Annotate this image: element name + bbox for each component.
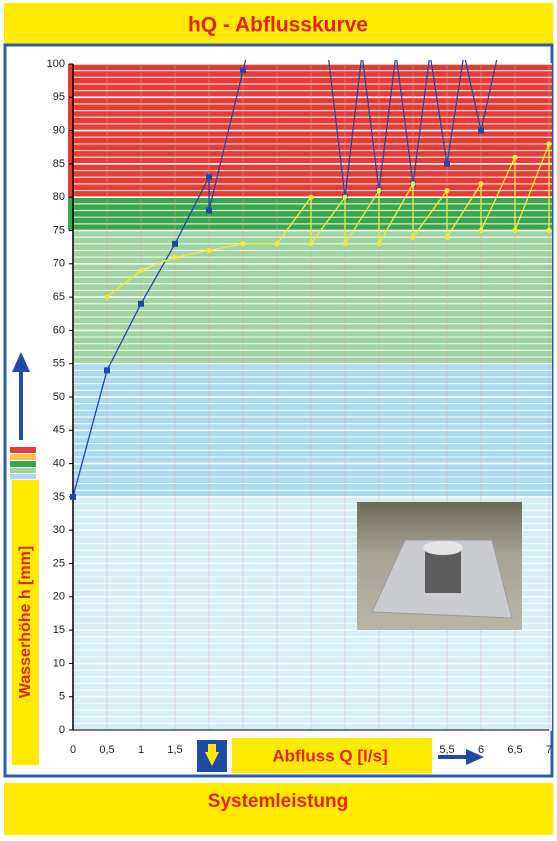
y-tick-label: 70 <box>53 258 65 270</box>
point <box>512 154 518 160</box>
point <box>206 247 212 254</box>
y-tick-label: 30 <box>53 524 65 536</box>
y-tick-label: 65 <box>53 291 65 303</box>
x-tick-label: 0,5 <box>99 744 114 756</box>
point <box>478 227 484 234</box>
y-tick-label: 90 <box>53 125 65 137</box>
photo-cap <box>423 541 463 555</box>
point <box>410 234 416 240</box>
point <box>478 127 484 134</box>
legend-swatch <box>10 447 36 453</box>
point <box>308 241 314 247</box>
right-arrow-head <box>466 749 484 765</box>
chart-title: hQ - Abflusskurve <box>188 14 368 37</box>
point <box>478 181 484 187</box>
series-group <box>70 60 552 500</box>
x-axis-label: Abfluss Q [l/s] <box>272 746 387 765</box>
point <box>172 240 178 247</box>
y-tick-label: 95 <box>53 91 65 103</box>
footer: Systemleistung <box>208 791 348 812</box>
y-tick-label: 100 <box>47 58 65 70</box>
y-tick-label: 35 <box>53 491 65 503</box>
x-tick-label: 0 <box>70 744 76 756</box>
point <box>206 207 212 214</box>
point <box>444 160 450 167</box>
legend-swatch <box>10 468 36 473</box>
x-tick-label: 7 <box>546 744 552 756</box>
point <box>546 227 552 234</box>
point <box>104 294 110 300</box>
point <box>376 241 382 247</box>
y-tick-label: 85 <box>53 158 65 170</box>
y-axis-label: Wasserhöhe h [mm] <box>17 546 34 698</box>
y-tick-label: 45 <box>53 424 65 436</box>
y-tick-label: 50 <box>53 391 65 403</box>
y-tick-label: 5 <box>59 691 65 703</box>
point <box>546 141 552 147</box>
down-icon-stem <box>208 744 216 753</box>
point <box>308 194 314 200</box>
y-tick-label: 80 <box>53 191 65 203</box>
y-tick-label: 15 <box>53 624 65 636</box>
x-tick-label: 5,5 <box>439 744 454 756</box>
y-tick-label: 55 <box>53 358 65 370</box>
down-icon-arrow <box>205 752 219 766</box>
point <box>138 300 144 307</box>
x-tick-label: 1 <box>138 744 144 756</box>
point <box>206 174 212 181</box>
y-tick-label: 75 <box>53 224 65 236</box>
legend-swatch <box>10 454 36 460</box>
x-label-box <box>232 738 432 773</box>
point <box>138 267 144 274</box>
x-tick-label: 6 <box>478 744 484 756</box>
footer-banner <box>4 783 553 835</box>
point <box>342 241 348 247</box>
photo-drain <box>425 548 461 593</box>
y-tick-label: 10 <box>53 657 65 669</box>
point <box>512 227 518 234</box>
x-tick-label: 1,5 <box>167 744 182 756</box>
point <box>240 241 246 247</box>
point <box>444 187 450 194</box>
y-label-box <box>12 480 39 765</box>
series-line <box>106 143 550 298</box>
point <box>70 493 76 500</box>
y-tick-label: 60 <box>53 324 65 336</box>
point <box>104 367 110 374</box>
legend-swatch <box>10 474 36 479</box>
point <box>410 181 416 187</box>
point <box>240 67 246 74</box>
legend-swatch <box>10 461 36 467</box>
y-tick-label: 25 <box>53 557 65 569</box>
zone <box>68 197 552 231</box>
point <box>444 234 450 240</box>
title-banner <box>4 3 553 45</box>
up-arrow-head <box>12 352 30 372</box>
y-tick-label: 0 <box>59 724 65 736</box>
point <box>172 254 178 260</box>
point <box>376 187 382 194</box>
y-tick-label: 40 <box>53 458 65 470</box>
point <box>342 194 348 200</box>
point <box>274 241 280 247</box>
x-tick-label: 6,5 <box>507 744 522 756</box>
y-tick-label: 20 <box>53 591 65 603</box>
